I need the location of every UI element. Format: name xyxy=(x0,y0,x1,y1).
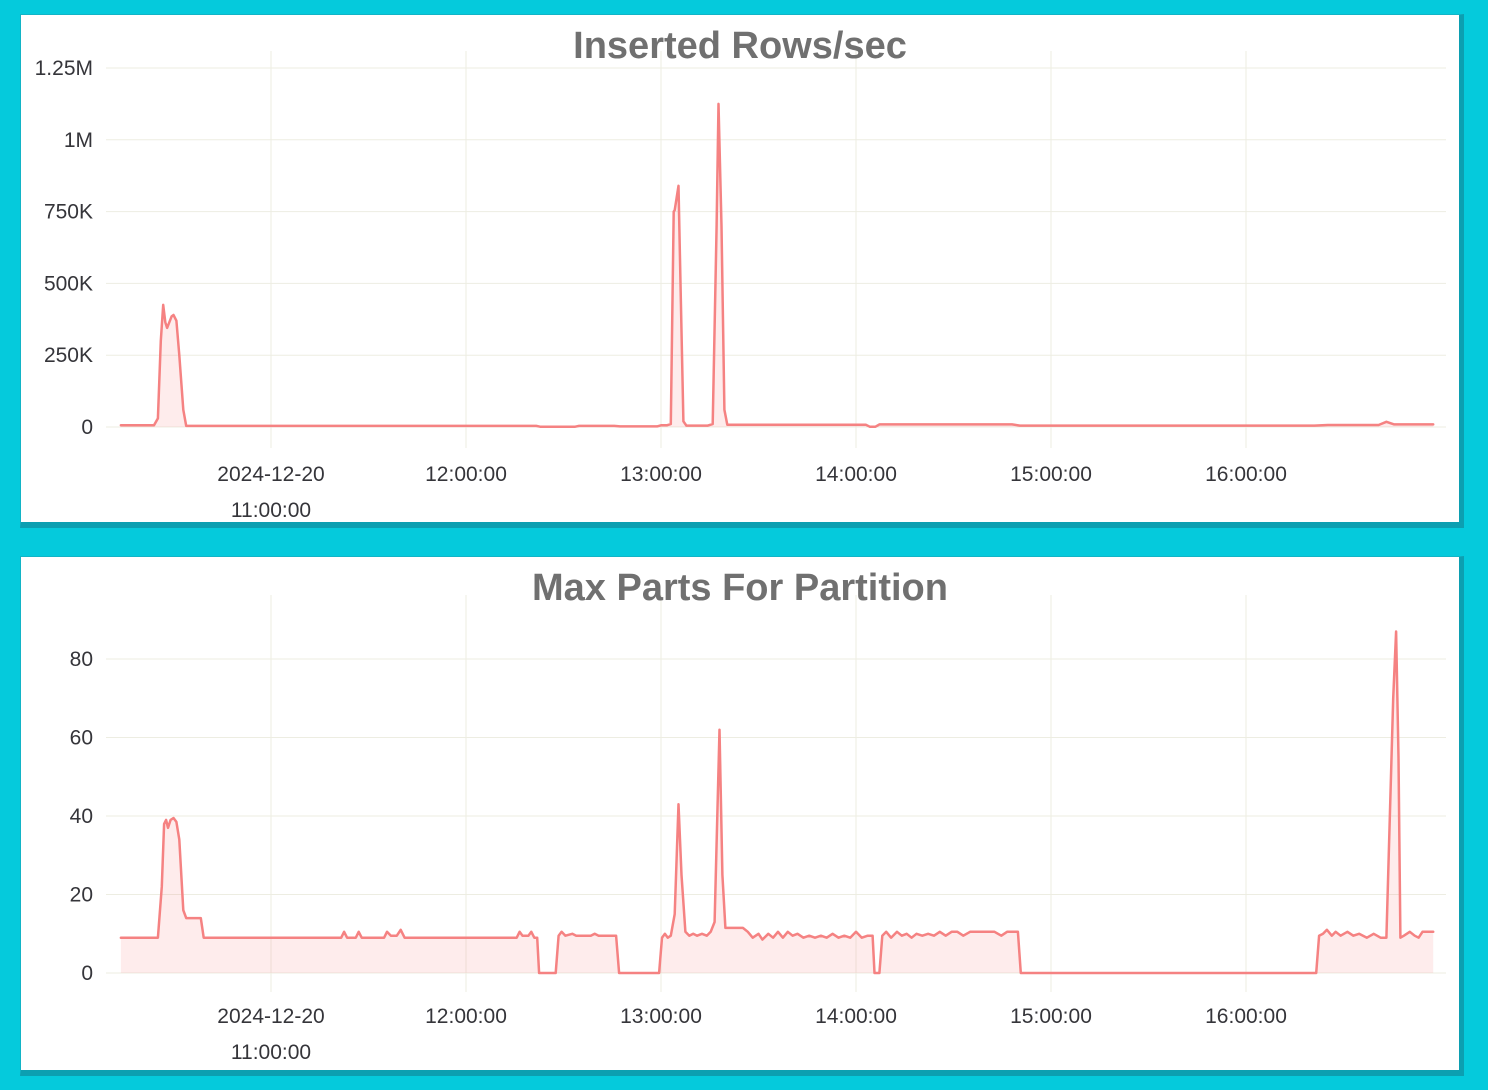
max-parts-chart-card: Max Parts For Partition 0 20 40 60 80 2024-12… xyxy=(20,556,1464,1076)
svg-text:13:00:00: 13:00:00 xyxy=(620,1005,702,1028)
chart-title-max-parts: Max Parts For Partition xyxy=(532,567,948,609)
svg-text:0: 0 xyxy=(81,962,93,985)
svg-text:500K: 500K xyxy=(44,272,93,295)
chart-title-inserted-rows: Inserted Rows/sec xyxy=(573,25,907,67)
svg-text:15:00:00: 15:00:00 xyxy=(1010,463,1092,486)
svg-text:13:00:00: 13:00:00 xyxy=(620,463,702,486)
svg-text:20: 20 xyxy=(70,884,93,907)
svg-text:1M: 1M xyxy=(64,129,93,152)
svg-text:750K: 750K xyxy=(44,201,93,224)
svg-text:14:00:00: 14:00:00 xyxy=(815,1005,897,1028)
svg-text:11:00:00: 11:00:00 xyxy=(231,1041,311,1064)
svg-text:2024-12-20: 2024-12-20 xyxy=(217,463,324,486)
svg-text:0: 0 xyxy=(81,416,93,439)
svg-text:16:00:00: 16:00:00 xyxy=(1205,463,1287,486)
svg-text:16:00:00: 16:00:00 xyxy=(1205,1005,1287,1028)
svg-text:12:00:00: 12:00:00 xyxy=(425,463,507,486)
svg-text:60: 60 xyxy=(70,727,93,750)
svg-text:40: 40 xyxy=(70,805,93,828)
svg-text:2024-12-20: 2024-12-20 xyxy=(217,1005,324,1028)
inserted-rows-chart-card: Inserted Rows/sec 0 250K 500K 750K 1M 1.25M 20… xyxy=(20,14,1464,528)
svg-text:14:00:00: 14:00:00 xyxy=(815,463,897,486)
svg-text:12:00:00: 12:00:00 xyxy=(425,1005,507,1028)
svg-text:1.25M: 1.25M xyxy=(35,57,93,80)
svg-text:80: 80 xyxy=(70,648,93,671)
svg-text:11:00:00: 11:00:00 xyxy=(231,499,311,522)
svg-text:15:00:00: 15:00:00 xyxy=(1010,1005,1092,1028)
max-parts-plot: 0 20 40 60 80 2024-12-20 11:00:00 12:00:00 13:00… xyxy=(70,595,1446,1064)
svg-text:250K: 250K xyxy=(44,344,93,367)
inserted-rows-plot: 0 250K 500K 750K 1M 1.25M 2024-12-20 11:00:00 12… xyxy=(35,51,1446,522)
